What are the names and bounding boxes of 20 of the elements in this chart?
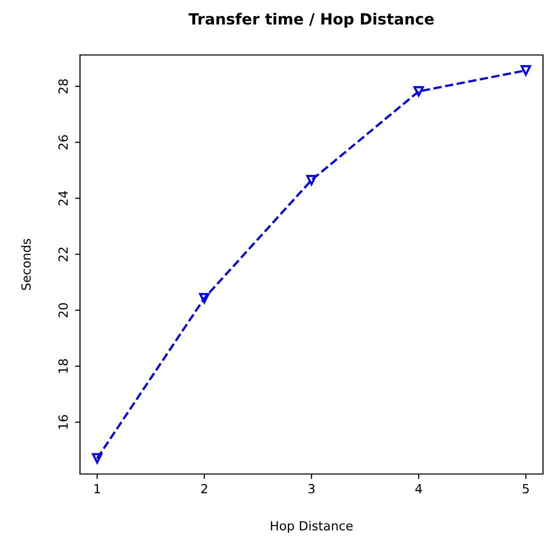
point — [199, 293, 210, 304]
y-tick-label: 18 — [58, 359, 68, 373]
y-tick-label: 26 — [58, 135, 68, 150]
point — [92, 453, 102, 464]
x-tick-label: 2 — [201, 484, 208, 494]
x-tick-label: 3 — [308, 484, 314, 494]
point — [520, 65, 532, 76]
y-tick-label: 16 — [58, 415, 68, 429]
x-axis-title: Hop Distance — [270, 520, 353, 533]
x-tick-label: 4 — [415, 484, 422, 494]
point — [413, 86, 424, 97]
y-tick-label: 28 — [58, 79, 68, 94]
y-tick-label: 24 — [58, 191, 68, 206]
y-tick-label: 20 — [58, 303, 68, 318]
x-tick-label: 1 — [94, 484, 100, 494]
point — [306, 174, 317, 186]
chart-title: Transfer time / Hop Distance — [188, 12, 434, 28]
y-tick-label: 22 — [58, 248, 68, 262]
x-tick-label: 5 — [522, 484, 529, 494]
y-axis-title: Seconds — [21, 238, 31, 290]
